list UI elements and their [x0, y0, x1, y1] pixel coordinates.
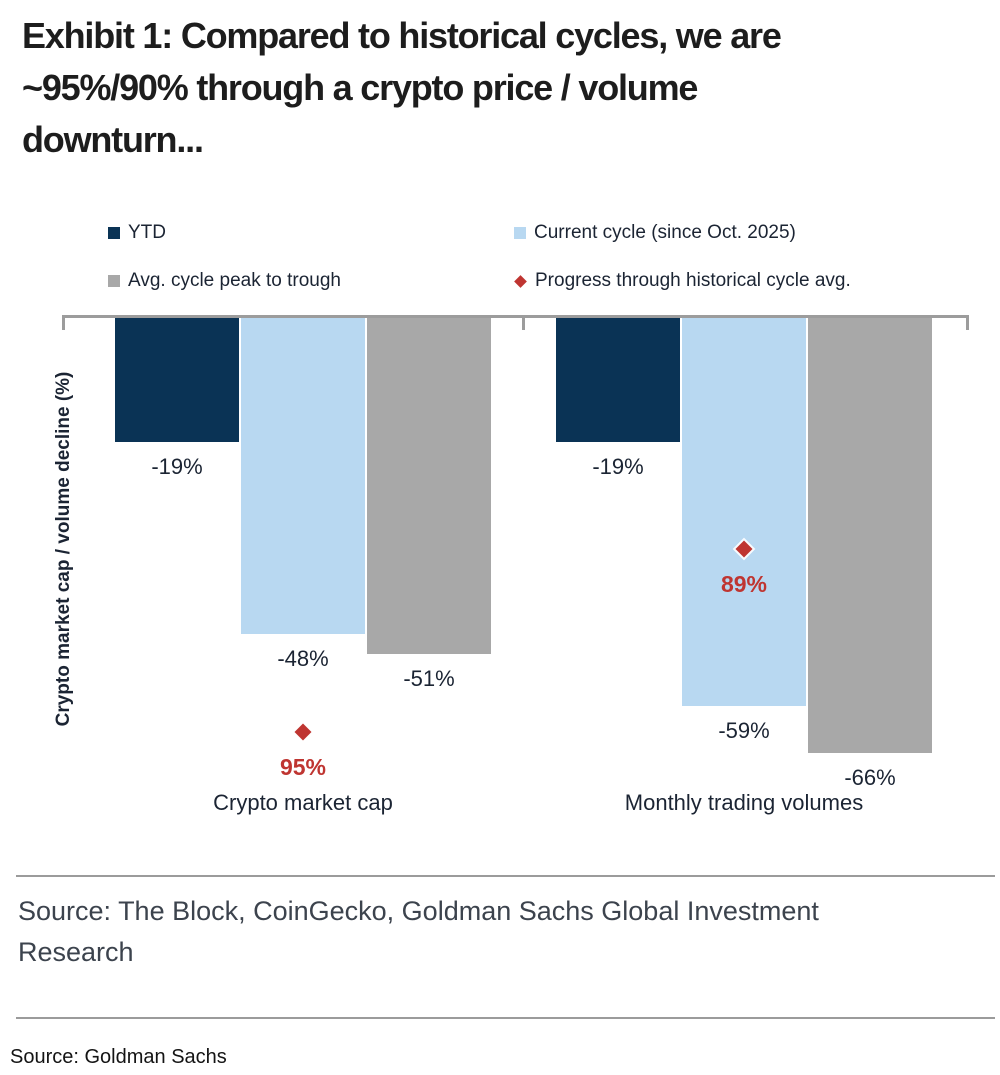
legend-swatch-avg-cycle-icon: [108, 275, 120, 287]
exhibit-title-line-3: downturn...: [22, 119, 204, 160]
axis-tick-right: [966, 315, 969, 330]
bar-value-label: -66%: [844, 765, 896, 790]
legend-label-ytd: YTD: [128, 222, 166, 243]
bar-group1-series1: [115, 317, 239, 442]
axis-tick-left: [62, 315, 65, 330]
legend-label-avg-cycle: Avg. cycle peak to trough: [128, 270, 341, 291]
legend-item-avg-cycle: Avg. cycle peak to trough: [108, 270, 341, 292]
bar-group2-series1: [556, 317, 680, 442]
bar-value-label: -59%: [718, 718, 770, 743]
legend-diamond-progress-icon: [514, 274, 527, 288]
zero-axis-line: [62, 315, 968, 318]
category-label: Monthly trading volumes: [624, 790, 864, 815]
legend-label-progress: Progress through historical cycle avg.: [535, 270, 851, 291]
exhibit-title-line-1: Exhibit 1: Compared to historical cycles…: [22, 15, 782, 56]
exhibit-title-line-2: ~95%/90% through a crypto price / volume: [22, 67, 698, 108]
legend-item-progress: Progress through historical cycle avg.: [514, 270, 851, 292]
bar-group2-series3: [808, 317, 932, 753]
bar-group2-series2: [682, 317, 806, 706]
progress-value-label: 95%: [279, 754, 327, 780]
legend-swatch-ytd-icon: [108, 227, 120, 239]
axis-tick-middle: [522, 315, 525, 330]
progress-value-label: 89%: [720, 571, 768, 597]
bar-value-label: -51%: [403, 666, 455, 691]
bar-value-label: -19%: [151, 454, 203, 479]
exhibit-title: Exhibit 1: Compared to historical cycles…: [22, 10, 972, 166]
legend-item-current-cycle: Current cycle (since Oct. 2025): [514, 222, 796, 244]
chart-source-text: Source: The Block, CoinGecko, Goldman Sa…: [18, 896, 819, 967]
bar-value-label: -19%: [592, 454, 644, 479]
y-axis-label: Crypto market cap / volume decline (%): [53, 371, 74, 727]
divider-top: [16, 875, 995, 877]
divider-bottom: [16, 1017, 995, 1019]
legend-item-ytd: YTD: [108, 222, 166, 244]
bar-group1-series2: [241, 317, 365, 634]
bar-value-label: -48%: [277, 646, 329, 671]
category-label: Crypto market cap: [213, 790, 393, 815]
bar-group1-series3: [367, 317, 491, 654]
legend-swatch-current-cycle-icon: [514, 227, 526, 239]
article-caption: Source: Goldman Sachs: [10, 1046, 227, 1068]
progress-diamond-icon: [294, 723, 312, 741]
legend-label-current-cycle: Current cycle (since Oct. 2025): [534, 222, 796, 243]
